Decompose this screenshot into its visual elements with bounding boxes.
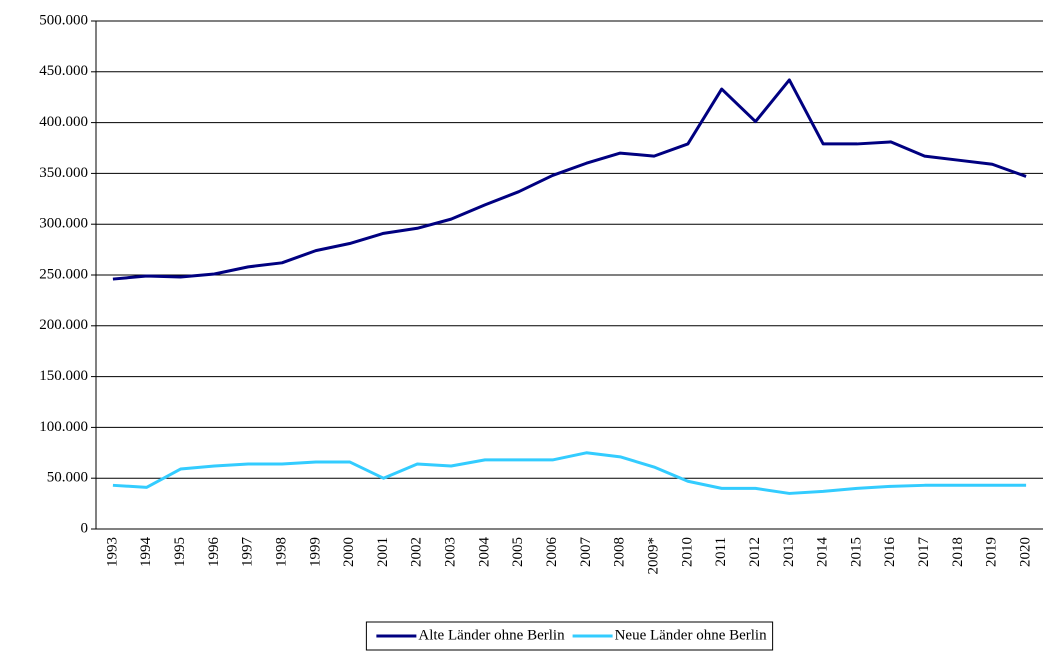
x-tick-label: 2017 xyxy=(916,537,932,568)
x-tick-label: 2001 xyxy=(375,537,391,567)
x-tick-label: 2018 xyxy=(950,537,966,567)
x-tick-label: 1998 xyxy=(273,537,289,567)
x-tick-label: 2020 xyxy=(1018,537,1034,567)
x-tick-label: 2000 xyxy=(341,537,357,567)
x-tick-label: 2008 xyxy=(612,537,628,567)
y-tick-label: 200.000 xyxy=(39,317,88,333)
y-tick-label: 450.000 xyxy=(39,63,88,79)
y-tick-label: 50.000 xyxy=(47,470,88,486)
x-tick-label: 1993 xyxy=(104,537,120,567)
y-tick-label: 400.000 xyxy=(39,114,88,130)
x-tick-label: 2006 xyxy=(544,537,560,568)
x-tick-label: 2007 xyxy=(578,537,594,568)
y-tick-label: 350.000 xyxy=(39,165,88,181)
y-tick-label: 300.000 xyxy=(39,216,88,232)
x-tick-label: 2010 xyxy=(679,537,695,567)
x-tick-label: 2005 xyxy=(510,537,526,567)
legend-label: Neue Länder ohne Berlin xyxy=(615,627,768,643)
x-tick-label: 1994 xyxy=(138,537,154,568)
x-tick-label: 2002 xyxy=(409,537,425,567)
x-tick-label: 2013 xyxy=(781,537,797,567)
x-tick-label: 2012 xyxy=(747,537,763,567)
x-tick-label: 2004 xyxy=(476,537,492,568)
x-tick-label: 2019 xyxy=(984,537,1000,567)
x-tick-label: 1996 xyxy=(206,537,222,568)
x-tick-label: 2016 xyxy=(882,537,898,568)
y-tick-label: 500.000 xyxy=(39,12,88,28)
y-tick-label: 150.000 xyxy=(39,368,88,384)
data-line xyxy=(112,451,1027,495)
y-tick-label: 100.000 xyxy=(39,419,88,435)
x-tick-label: 1995 xyxy=(172,537,188,567)
data-line xyxy=(112,78,1027,281)
x-tick-label: 2014 xyxy=(815,537,831,568)
y-tick-label: 0 xyxy=(81,520,89,536)
x-tick-label: 1999 xyxy=(307,537,323,567)
legend-label: Alte Länder ohne Berlin xyxy=(418,627,565,643)
y-tick-label: 250.000 xyxy=(39,266,88,282)
x-tick-label: 2015 xyxy=(848,537,864,567)
x-tick-label: 2003 xyxy=(443,537,459,567)
x-tick-label: 2009* xyxy=(645,537,661,575)
x-tick-label: 2011 xyxy=(713,537,729,566)
legend-box xyxy=(365,621,774,651)
x-tick-label: 1997 xyxy=(240,537,256,568)
